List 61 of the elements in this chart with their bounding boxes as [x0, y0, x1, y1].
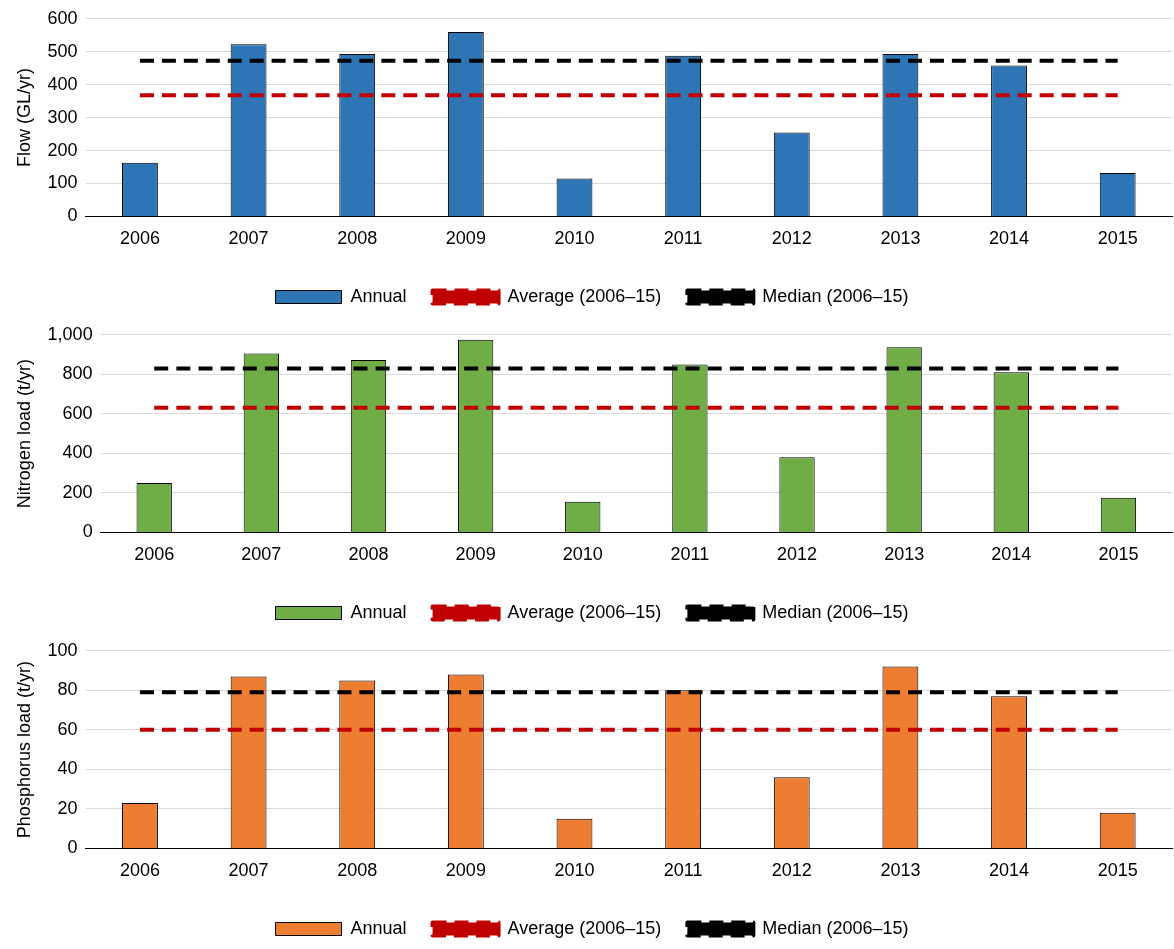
- x-tick-label: 2014: [991, 544, 1032, 565]
- x-tick-label: 2011: [670, 544, 710, 565]
- legend-label: Median (2006–15): [762, 917, 909, 938]
- y-tick-label: 100: [47, 172, 78, 193]
- x-tick-label: 2014: [989, 860, 1030, 881]
- x-tick-label: 2013: [880, 860, 921, 881]
- x-tick-label: 2006: [134, 544, 175, 565]
- x-tick-label: 2012: [777, 544, 818, 565]
- y-tick-label: 1,000: [47, 323, 93, 344]
- x-tick-label: 2011: [663, 228, 703, 249]
- x-tick-label: 2009: [445, 860, 486, 881]
- x-tick-label: 2010: [562, 544, 603, 565]
- y-tick-label: 300: [47, 106, 78, 127]
- x-tick-label: 2015: [1098, 544, 1139, 565]
- y-axis-title: Nitrogen load (t/yr): [13, 359, 34, 509]
- legend-label: Annual: [350, 917, 407, 938]
- x-tick-label: 2015: [1097, 228, 1138, 249]
- x-tick-label: 2007: [228, 228, 269, 249]
- legend-label: Average (2006–15): [507, 917, 662, 938]
- x-tick-label: 2012: [771, 860, 812, 881]
- x-tick-label: 2013: [880, 228, 921, 249]
- y-tick-label: 0: [82, 521, 93, 542]
- x-tick-label: 2007: [228, 860, 269, 881]
- x-tick-label: 2010: [554, 228, 595, 249]
- y-tick-label: 500: [47, 40, 78, 61]
- y-tick-label: 800: [62, 363, 93, 384]
- y-axis-title: Phosphorus load (t/yr): [13, 661, 34, 839]
- x-tick-label: 2010: [554, 860, 595, 881]
- x-tick-label: 2015: [1097, 860, 1138, 881]
- x-tick-label: 2012: [771, 228, 812, 249]
- y-tick-label: 0: [67, 837, 78, 858]
- y-tick-label: 0: [67, 205, 78, 226]
- y-tick-label: 200: [62, 481, 93, 502]
- y-tick-label: 400: [47, 73, 78, 94]
- x-tick-label: 2009: [445, 228, 486, 249]
- y-tick-label: 600: [47, 7, 78, 28]
- legend-label: Annual: [350, 285, 407, 306]
- x-tick-label: 2007: [241, 544, 282, 565]
- x-tick-label: 2006: [119, 860, 160, 881]
- x-tick-label: 2006: [119, 228, 160, 249]
- x-tick-label: 2008: [348, 544, 389, 565]
- legend-label: Average (2006–15): [507, 601, 662, 622]
- legend-label: Median (2006–15): [762, 285, 909, 306]
- x-tick-label: 2011: [663, 860, 703, 881]
- y-tick-label: 100: [47, 639, 78, 660]
- y-tick-label: 20: [57, 797, 78, 818]
- y-tick-label: 400: [62, 442, 93, 463]
- x-tick-label: 2013: [884, 544, 925, 565]
- y-tick-label: 600: [62, 402, 93, 423]
- x-tick-label: 2008: [337, 228, 378, 249]
- legend-label: Annual: [350, 601, 407, 622]
- y-tick-label: 80: [57, 679, 78, 700]
- x-tick-label: 2009: [455, 544, 496, 565]
- y-tick-label: 40: [57, 758, 78, 779]
- x-tick-label: 2008: [337, 860, 378, 881]
- legend-label: Median (2006–15): [762, 601, 909, 622]
- y-axis-title: Flow (GL/yr): [13, 68, 34, 168]
- x-tick-label: 2014: [989, 228, 1030, 249]
- legend-label: Average (2006–15): [507, 285, 662, 306]
- y-tick-label: 60: [57, 718, 78, 739]
- y-tick-label: 200: [47, 139, 78, 160]
